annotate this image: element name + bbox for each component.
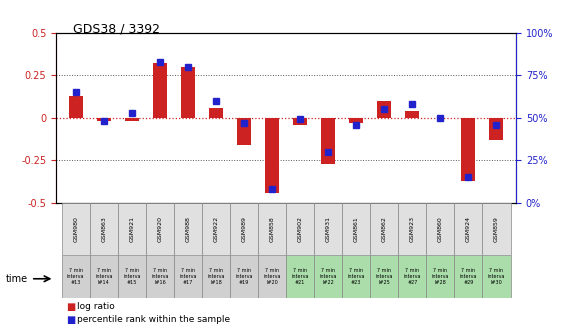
Bar bbox=[398, 255, 426, 298]
Bar bbox=[62, 255, 90, 298]
Bar bbox=[321, 118, 335, 164]
Bar bbox=[370, 255, 398, 298]
Text: 7 min
interva
l#25: 7 min interva l#25 bbox=[375, 268, 393, 284]
Text: 7 min
interva
#19: 7 min interva #19 bbox=[235, 268, 253, 284]
Text: 7 min
interva
#13: 7 min interva #13 bbox=[67, 268, 85, 284]
Text: 7 min
interva
#27: 7 min interva #27 bbox=[403, 268, 421, 284]
Bar bbox=[62, 203, 90, 255]
Bar bbox=[293, 118, 307, 125]
Bar bbox=[174, 255, 202, 298]
Bar bbox=[181, 67, 195, 118]
Text: 7 min
interva
l#20: 7 min interva l#20 bbox=[263, 268, 281, 284]
Text: GSM863: GSM863 bbox=[102, 216, 106, 242]
Bar bbox=[482, 203, 511, 255]
Bar bbox=[461, 118, 475, 181]
Text: GDS38 / 3392: GDS38 / 3392 bbox=[73, 23, 160, 36]
Text: percentile rank within the sample: percentile rank within the sample bbox=[77, 315, 231, 324]
Bar bbox=[454, 255, 482, 298]
Text: 7 min
interva
#15: 7 min interva #15 bbox=[123, 268, 141, 284]
Bar bbox=[342, 203, 370, 255]
Bar bbox=[90, 255, 118, 298]
Text: GSM920: GSM920 bbox=[158, 216, 162, 242]
Text: GSM862: GSM862 bbox=[382, 216, 387, 242]
Bar bbox=[482, 255, 511, 298]
Bar bbox=[349, 118, 364, 123]
Bar bbox=[118, 203, 146, 255]
Text: 7 min
interva
#17: 7 min interva #17 bbox=[179, 268, 197, 284]
Bar bbox=[454, 203, 482, 255]
Bar bbox=[265, 118, 279, 193]
Text: GSM923: GSM923 bbox=[410, 216, 415, 242]
Bar bbox=[153, 63, 167, 118]
Text: 7 min
interva
#23: 7 min interva #23 bbox=[347, 268, 365, 284]
Text: 7 min
interva
l#28: 7 min interva l#28 bbox=[431, 268, 449, 284]
Bar bbox=[174, 203, 202, 255]
Text: GSM980: GSM980 bbox=[73, 216, 78, 242]
Text: GSM921: GSM921 bbox=[130, 216, 134, 242]
Bar bbox=[342, 255, 370, 298]
Text: GSM861: GSM861 bbox=[354, 216, 358, 242]
Text: time: time bbox=[6, 274, 27, 284]
Bar bbox=[118, 255, 146, 298]
Text: 7 min
interva
l#22: 7 min interva l#22 bbox=[319, 268, 337, 284]
Text: 7 min
interva
l#30: 7 min interva l#30 bbox=[488, 268, 505, 284]
Bar bbox=[286, 255, 314, 298]
Bar bbox=[146, 255, 174, 298]
Bar bbox=[314, 255, 342, 298]
Bar bbox=[405, 111, 420, 118]
Bar bbox=[286, 203, 314, 255]
Text: 7 min
interva
l#14: 7 min interva l#14 bbox=[95, 268, 113, 284]
Bar bbox=[426, 203, 454, 255]
Bar bbox=[370, 203, 398, 255]
Bar bbox=[314, 203, 342, 255]
Text: ■: ■ bbox=[66, 302, 75, 313]
Bar bbox=[489, 118, 504, 140]
Text: GSM858: GSM858 bbox=[270, 216, 274, 242]
Text: GSM860: GSM860 bbox=[438, 216, 443, 242]
Bar bbox=[90, 203, 118, 255]
Bar bbox=[97, 118, 111, 121]
Text: GSM988: GSM988 bbox=[186, 216, 190, 242]
Text: 7 min
interva
l#16: 7 min interva l#16 bbox=[151, 268, 169, 284]
Text: 7 min
interva
#29: 7 min interva #29 bbox=[459, 268, 477, 284]
Bar bbox=[202, 255, 230, 298]
Text: GSM859: GSM859 bbox=[494, 216, 499, 242]
Bar bbox=[398, 203, 426, 255]
Bar bbox=[209, 108, 223, 118]
Bar bbox=[230, 203, 258, 255]
Bar bbox=[68, 95, 83, 118]
Text: 7 min
interva
#21: 7 min interva #21 bbox=[291, 268, 309, 284]
Bar bbox=[258, 255, 286, 298]
Bar bbox=[237, 118, 251, 145]
Bar bbox=[125, 118, 139, 121]
Text: GSM931: GSM931 bbox=[326, 216, 330, 242]
Text: GSM924: GSM924 bbox=[466, 216, 471, 242]
Text: GSM922: GSM922 bbox=[214, 216, 218, 242]
Bar bbox=[146, 203, 174, 255]
Bar bbox=[202, 203, 230, 255]
Text: GSM902: GSM902 bbox=[298, 216, 302, 242]
Text: log ratio: log ratio bbox=[77, 302, 115, 312]
Text: ■: ■ bbox=[66, 315, 75, 325]
Bar bbox=[230, 255, 258, 298]
Bar bbox=[258, 203, 286, 255]
Bar bbox=[426, 255, 454, 298]
Text: 7 min
interva
l#18: 7 min interva l#18 bbox=[207, 268, 225, 284]
Bar bbox=[377, 101, 392, 118]
Text: GSM989: GSM989 bbox=[242, 216, 246, 242]
